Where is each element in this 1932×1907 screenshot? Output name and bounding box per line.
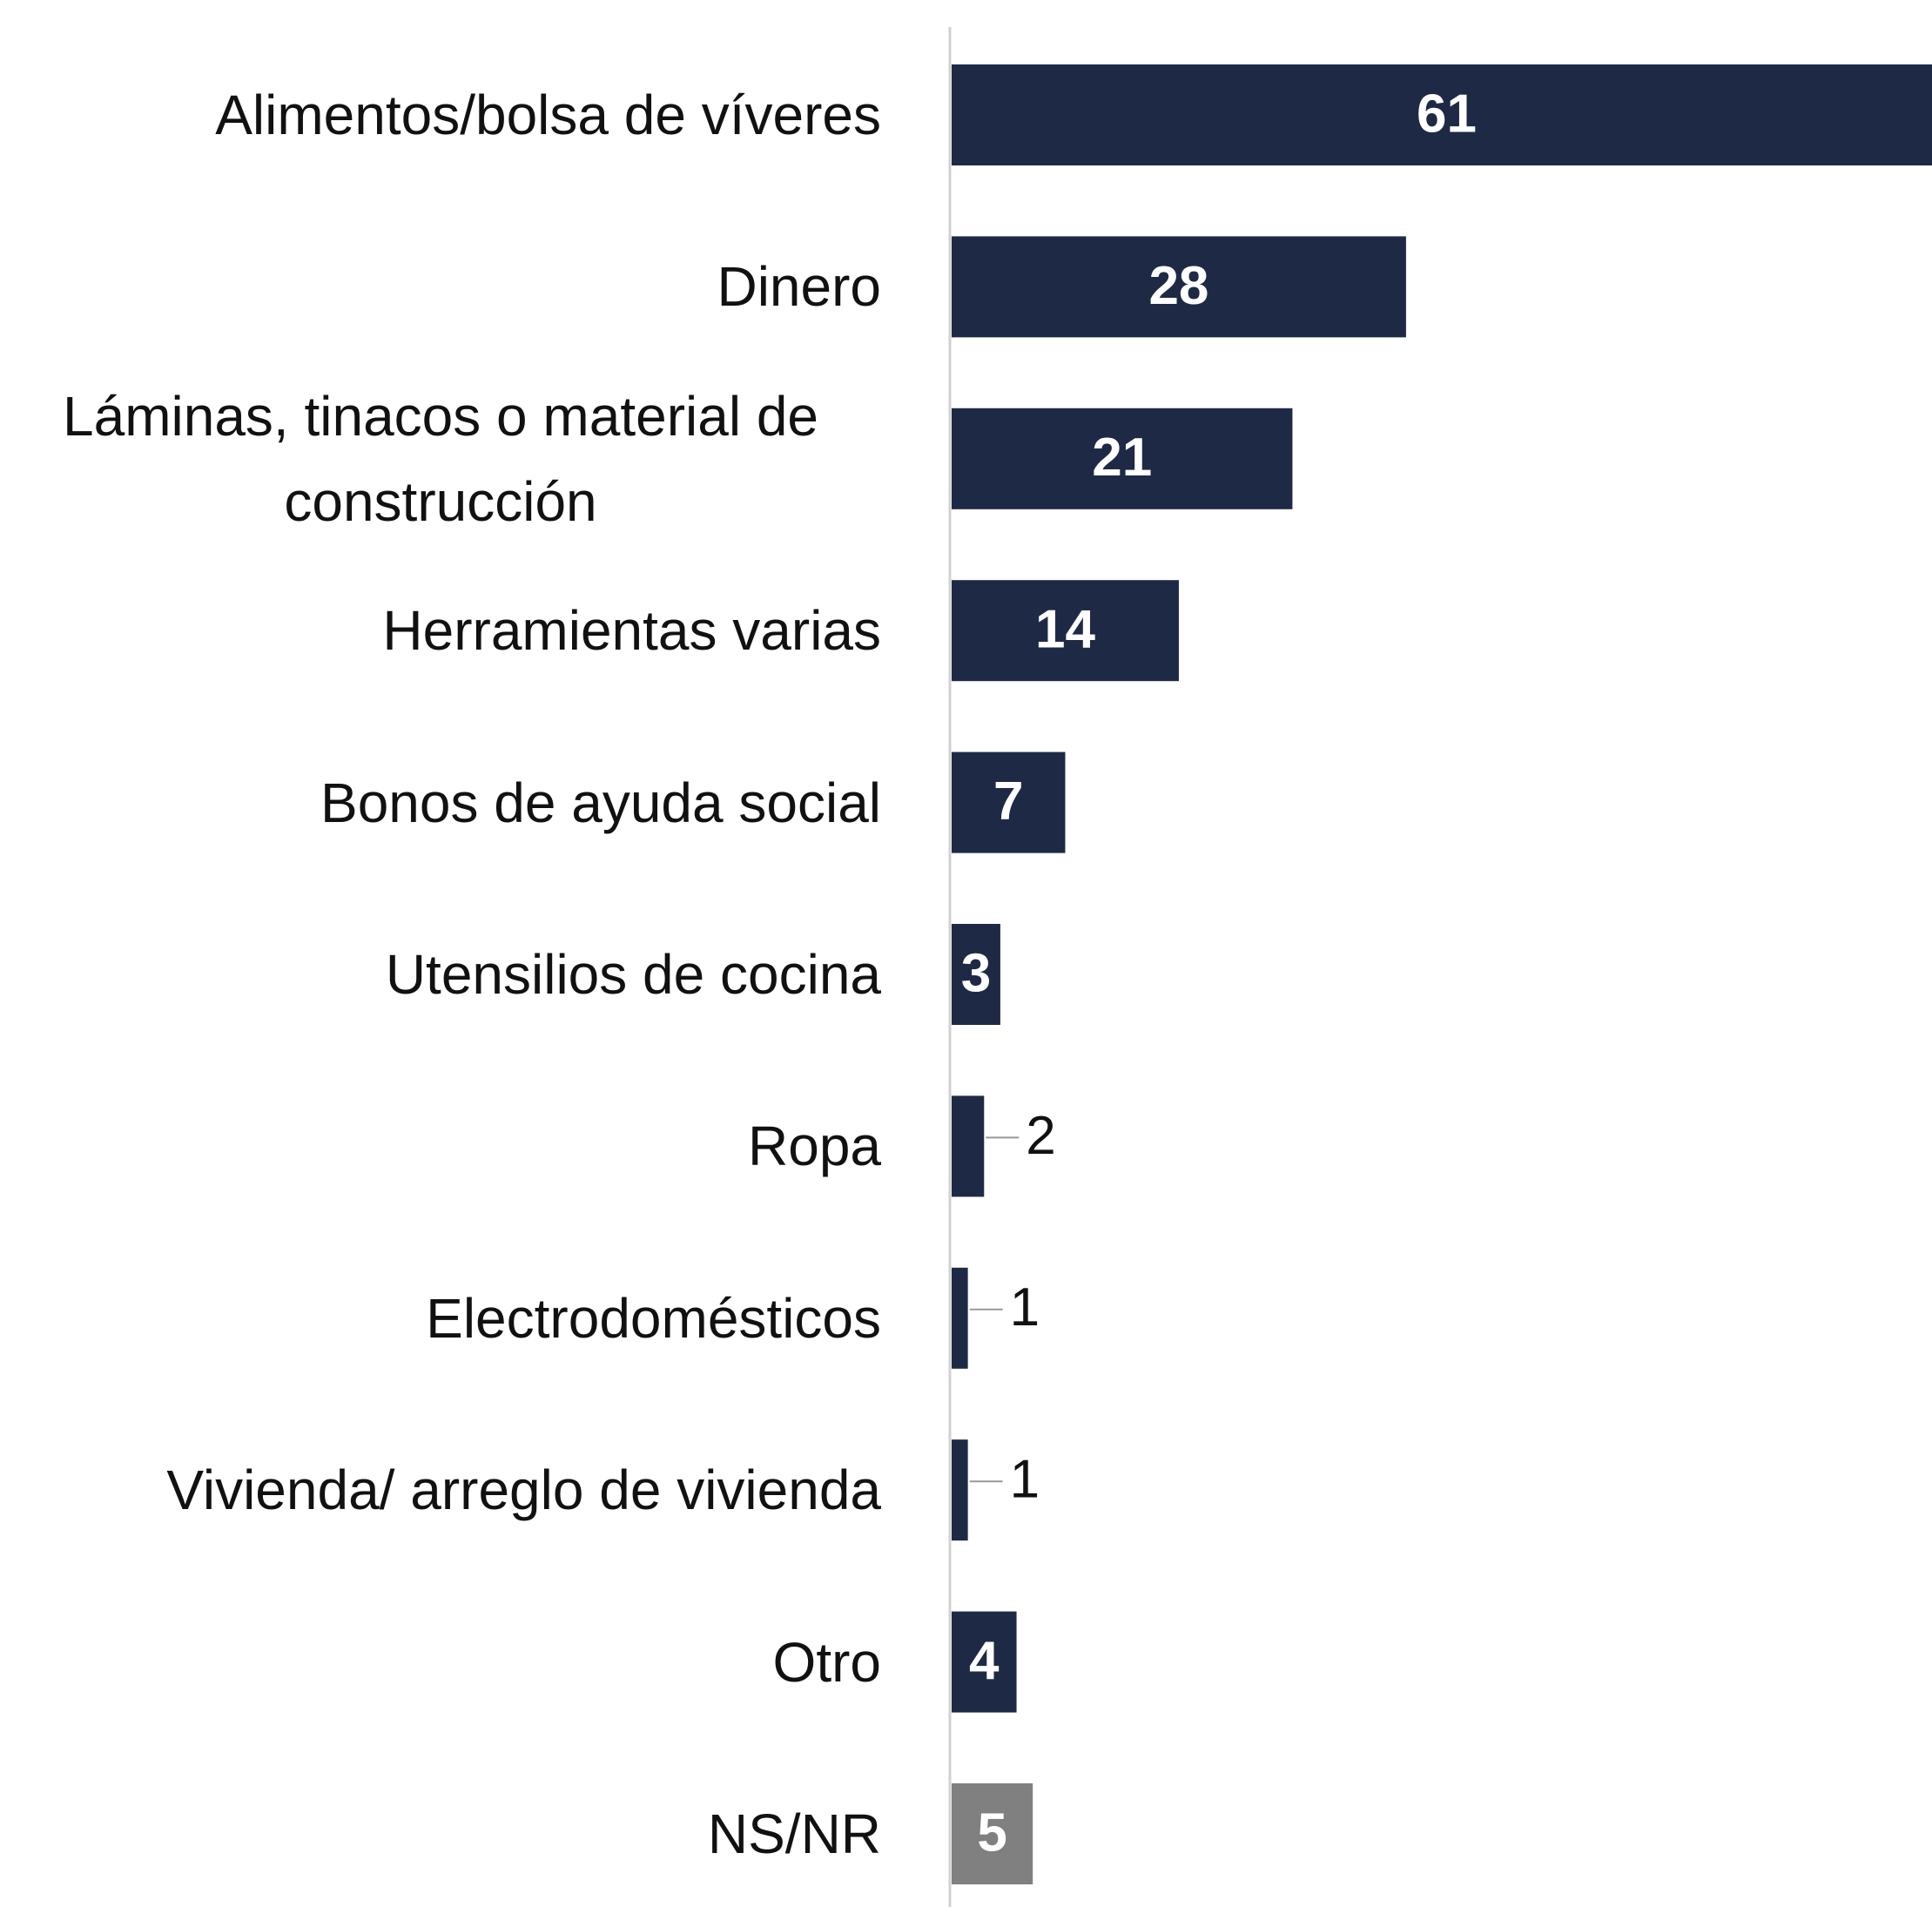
data-label: 61 — [1417, 84, 1477, 144]
category-label-box: Láminas, tinacos o material de construcc… — [0, 374, 881, 544]
data-label: 28 — [1148, 256, 1208, 316]
category-label-box: Vivienda/ arreglo de vivienda — [0, 1447, 881, 1533]
category-label-box: Bonos de ayuda social — [0, 760, 881, 846]
category-label: Bonos de ayuda social — [320, 771, 881, 834]
category-label-box: Ropa — [0, 1103, 881, 1189]
bar — [952, 751, 1066, 853]
category-label-box: Alimentos/bolsa de víveres — [0, 72, 881, 158]
bar — [952, 1783, 1033, 1884]
category-label: Utensilios de cocina — [385, 943, 881, 1006]
category-label-box: Utensilios de cocina — [0, 932, 881, 1017]
category-label-box: Herramientas varias — [0, 588, 881, 673]
data-label: 1 — [1010, 1450, 1040, 1510]
category-label: Dinero — [717, 255, 881, 319]
bar — [952, 236, 1406, 338]
bar — [952, 408, 1293, 509]
data-label: 14 — [1035, 600, 1095, 660]
category-label: Otro — [772, 1630, 881, 1694]
data-label: 4 — [969, 1631, 1000, 1691]
data-label: 3 — [961, 943, 991, 1003]
category-label: Láminas, tinacos o material de construcc… — [63, 384, 818, 533]
category-label: Ropa — [748, 1115, 881, 1178]
category-label: Herramientas varias — [382, 599, 881, 663]
data-label: 2 — [1026, 1106, 1055, 1166]
bar — [952, 1439, 968, 1541]
bar — [952, 580, 1179, 682]
data-label: 7 — [993, 772, 1023, 832]
category-label-box: Otro — [0, 1620, 881, 1705]
bar — [952, 1095, 985, 1197]
category-label: NS/NR — [707, 1803, 881, 1865]
category-label: Electrodomésticos — [426, 1286, 881, 1350]
data-label: 1 — [1010, 1277, 1040, 1338]
category-label: Vivienda/ arreglo de vivienda — [166, 1459, 881, 1522]
category-label: Alimentos/bolsa de víveres — [215, 84, 881, 146]
category-label-box: Electrodomésticos — [0, 1276, 881, 1361]
bar — [952, 1611, 1017, 1713]
bar — [952, 64, 1932, 165]
category-label-box: Dinero — [0, 244, 881, 329]
data-label: 5 — [977, 1803, 1006, 1863]
bar — [952, 1267, 968, 1369]
bar — [952, 924, 1000, 1025]
category-label-box: NS/NR — [0, 1791, 881, 1877]
data-label: 21 — [1092, 428, 1152, 488]
